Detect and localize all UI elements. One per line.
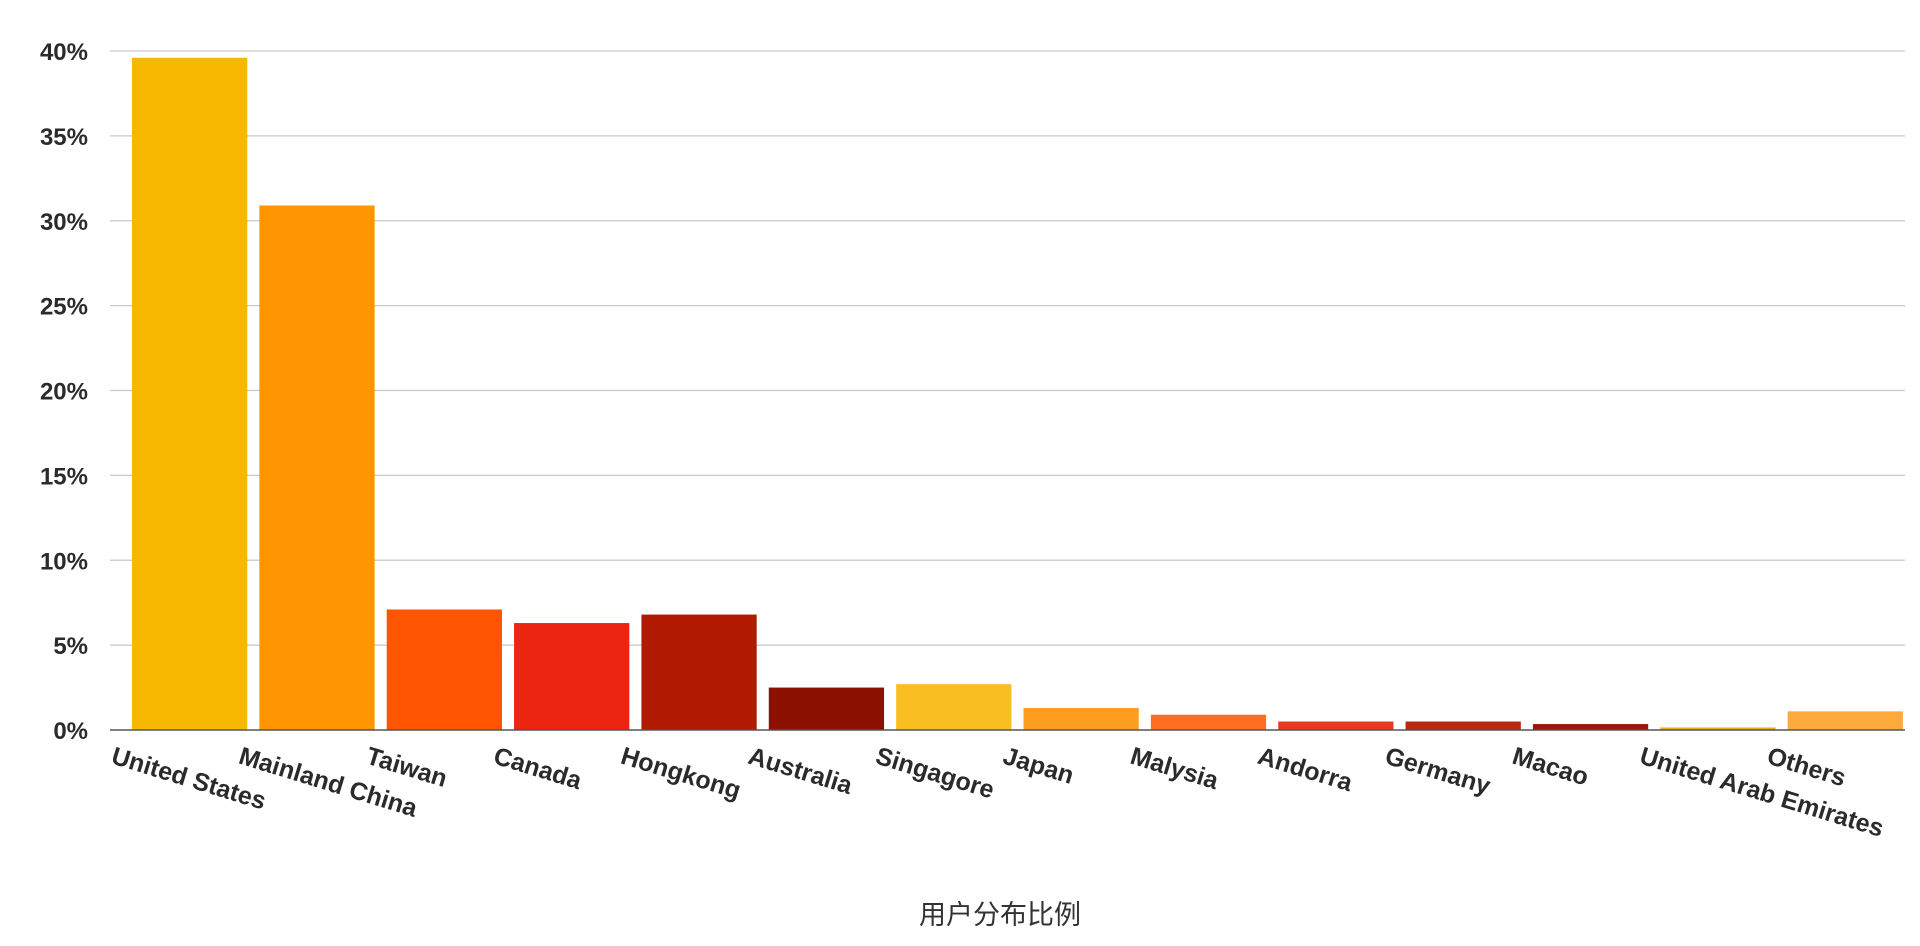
- x-tick-label: Singagore: [872, 742, 997, 805]
- bar: [1405, 721, 1521, 730]
- x-tick-label: Japan: [1000, 742, 1077, 790]
- bar: [514, 623, 630, 730]
- gridlines: [110, 50, 1905, 646]
- x-tick-label: Canada: [490, 742, 586, 796]
- y-tick-label: 10%: [40, 548, 88, 575]
- x-tick-label: Macao: [1509, 742, 1592, 792]
- x-tick-label: Malysia: [1127, 742, 1223, 796]
- bar: [1150, 714, 1267, 730]
- bar: [1532, 724, 1649, 730]
- x-tick-label: Hongkong: [618, 742, 744, 805]
- bar: [768, 687, 885, 730]
- x-tick-label: Germany: [1382, 742, 1494, 800]
- x-tick-label: United Arab Emirates: [1637, 742, 1887, 843]
- bar: [1023, 707, 1139, 730]
- y-tick-label: 0%: [53, 718, 88, 745]
- y-tick-label: 20%: [40, 379, 88, 406]
- bar: [259, 205, 375, 730]
- bar: [386, 609, 502, 730]
- bar: [1660, 727, 1776, 730]
- bar: [641, 614, 757, 730]
- y-tick-label: 5%: [53, 633, 88, 660]
- y-tick-label: 15%: [40, 463, 88, 490]
- bar: [896, 684, 1012, 730]
- x-tick-label: Andorra: [1254, 742, 1356, 798]
- y-tick-label: 25%: [40, 294, 88, 321]
- bar: [1278, 721, 1394, 730]
- y-axis-ticks: 0% 5% 10% 15% 20% 25% 30% 35% 40%: [40, 39, 88, 745]
- bar: [132, 57, 248, 731]
- x-tick-label: Australia: [745, 742, 857, 800]
- y-tick-label: 35%: [40, 124, 88, 151]
- bar: [1787, 711, 1903, 730]
- y-tick-label: 40%: [40, 39, 88, 66]
- x-axis-title: 用户分布比例: [919, 900, 1081, 931]
- y-tick-label: 30%: [40, 209, 88, 236]
- bars: [132, 57, 1903, 731]
